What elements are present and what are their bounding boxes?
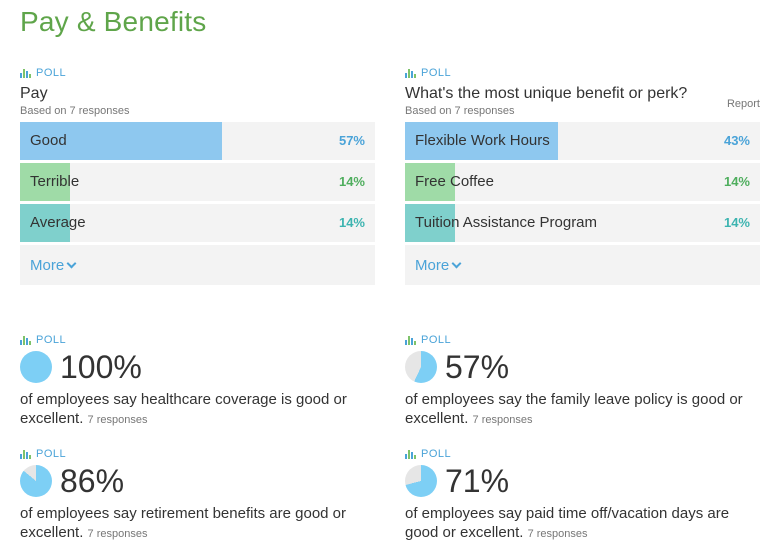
poll-label-text: POLL bbox=[36, 448, 67, 460]
stat-responses: 7 responses bbox=[87, 528, 148, 540]
stat-family-leave: POLL 57% of employees say the family lea… bbox=[405, 334, 760, 430]
poll-label-text: POLL bbox=[36, 67, 67, 79]
poll-option-label: Tuition Assistance Program bbox=[415, 214, 598, 231]
stat-text: of employees say healthcare coverage is … bbox=[20, 391, 347, 427]
more-label: More bbox=[30, 256, 65, 274]
bar-chart-icon bbox=[405, 68, 416, 78]
stat-text: of employees say retirement benefits are… bbox=[20, 505, 347, 541]
poll-label-text: POLL bbox=[36, 334, 67, 346]
poll-option: Average 14% bbox=[20, 204, 375, 242]
poll-option-bar bbox=[405, 204, 455, 242]
stat-description: of employees say healthcare coverage is … bbox=[20, 390, 375, 430]
stat-percent: 71% bbox=[445, 463, 510, 499]
poll-option: Good 57% bbox=[20, 122, 375, 160]
poll-option-percent: 14% bbox=[723, 174, 750, 189]
poll-question: Pay bbox=[20, 85, 48, 102]
poll-option-bar bbox=[20, 204, 70, 242]
poll-option-percent: 14% bbox=[338, 174, 365, 189]
poll-option-percent: 43% bbox=[723, 133, 750, 148]
poll-more-row: More bbox=[20, 245, 375, 285]
poll-option-bar bbox=[405, 122, 558, 160]
stat-percent: 57% bbox=[445, 349, 510, 385]
stat-description: of employees say the family leave policy… bbox=[405, 390, 760, 430]
bar-chart-icon bbox=[20, 449, 31, 459]
poll-unique-benefit: POLL What's the most unique benefit or p… bbox=[405, 67, 760, 285]
poll-option: Flexible Work Hours 43% bbox=[405, 122, 760, 160]
poll-option-percent: 14% bbox=[338, 215, 365, 230]
pie-chart-icon bbox=[20, 465, 52, 497]
poll-option: Tuition Assistance Program 14% bbox=[405, 204, 760, 242]
stat-percent: 100% bbox=[60, 349, 142, 385]
poll-label: POLL bbox=[405, 448, 760, 460]
stat-healthcare: POLL 100% of employees say healthcare co… bbox=[20, 334, 375, 430]
stat-paid-time-off: POLL 71% of employees say paid time off/… bbox=[405, 448, 760, 544]
poll-pay: POLL Pay Based on 7 responses Good 57% T… bbox=[20, 67, 375, 285]
poll-based-on: Based on 7 responses bbox=[20, 105, 130, 117]
more-button[interactable]: More bbox=[30, 256, 77, 274]
pie-chart-icon bbox=[20, 351, 52, 383]
stat-text: of employees say the family leave policy… bbox=[405, 391, 743, 427]
poll-more-row: More bbox=[405, 245, 760, 285]
poll-option-label: Terrible bbox=[30, 173, 80, 190]
bar-chart-icon bbox=[405, 335, 416, 345]
poll-option-label: Good bbox=[30, 132, 67, 149]
poll-label: POLL bbox=[20, 67, 375, 79]
poll-label: POLL bbox=[20, 334, 375, 346]
stat-responses: 7 responses bbox=[527, 528, 588, 540]
poll-label-text: POLL bbox=[421, 334, 452, 346]
bar-chart-icon bbox=[405, 449, 416, 459]
more-button[interactable]: More bbox=[415, 256, 462, 274]
poll-option: Terrible 14% bbox=[20, 163, 375, 201]
page-title: Pay & Benefits bbox=[20, 6, 207, 37]
poll-label: POLL bbox=[405, 334, 760, 346]
poll-option-label: Flexible Work Hours bbox=[415, 132, 550, 149]
poll-option-bar bbox=[405, 163, 455, 201]
stat-retirement: POLL 86% of employees say retirement ben… bbox=[20, 448, 375, 544]
more-label: More bbox=[415, 256, 450, 274]
pie-chart-icon bbox=[405, 351, 437, 383]
poll-option-bar bbox=[20, 122, 223, 160]
stat-responses: 7 responses bbox=[87, 414, 148, 426]
pie-chart-icon bbox=[405, 465, 437, 497]
stat-description: of employees say retirement benefits are… bbox=[20, 504, 375, 544]
chevron-down-icon bbox=[66, 258, 77, 268]
poll-option-percent: 14% bbox=[723, 215, 750, 230]
poll-question: What's the most unique benefit or perk? bbox=[405, 85, 688, 102]
poll-option: Free Coffee 14% bbox=[405, 163, 760, 201]
bar-chart-icon bbox=[20, 335, 31, 345]
stat-responses: 7 responses bbox=[472, 414, 533, 426]
poll-option-percent: 57% bbox=[338, 133, 365, 148]
report-link[interactable]: Report bbox=[726, 98, 760, 110]
stat-percent: 86% bbox=[60, 463, 125, 499]
poll-label: POLL bbox=[20, 448, 375, 460]
stat-description: of employees say paid time off/vacation … bbox=[405, 504, 760, 544]
poll-option-bar bbox=[20, 163, 70, 201]
bar-chart-icon bbox=[20, 68, 31, 78]
chevron-down-icon bbox=[451, 258, 462, 268]
poll-label-text: POLL bbox=[421, 67, 452, 79]
poll-option-label: Free Coffee bbox=[415, 173, 494, 190]
poll-label-text: POLL bbox=[421, 448, 452, 460]
poll-based-on: Based on 7 responses bbox=[405, 105, 515, 117]
poll-option-label: Average bbox=[30, 214, 86, 231]
poll-label: POLL bbox=[405, 67, 760, 79]
stat-text: of employees say paid time off/vacation … bbox=[405, 505, 730, 541]
